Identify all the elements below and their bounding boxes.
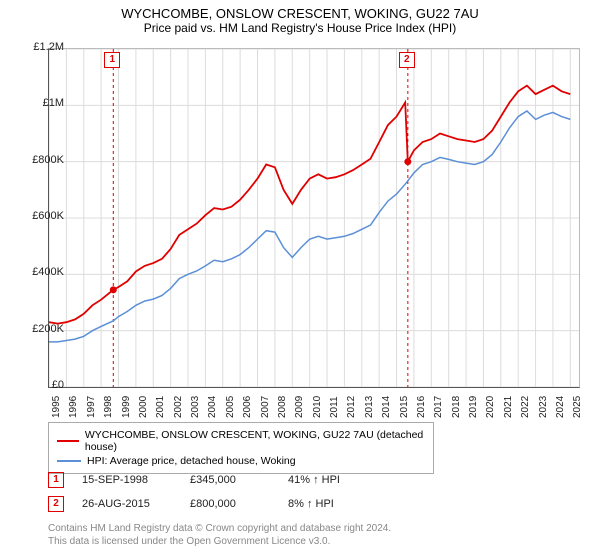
x-tick-label: 2007 xyxy=(260,396,271,418)
y-tick-label: £400K xyxy=(14,266,64,278)
y-tick-label: £1M xyxy=(14,97,64,109)
x-tick-label: 1996 xyxy=(68,396,79,418)
x-tick-label: 1998 xyxy=(103,396,114,418)
legend-swatch-property xyxy=(57,440,79,442)
x-tick-label: 2004 xyxy=(207,396,218,418)
x-tick-label: 1999 xyxy=(121,396,132,418)
chart-container: WYCHCOMBE, ONSLOW CRESCENT, WOKING, GU22… xyxy=(0,0,600,560)
x-tick-label: 2023 xyxy=(538,396,549,418)
sale-row-2: 2 26-AUG-2015 £800,000 8% ↑ HPI xyxy=(48,492,340,516)
x-tick-label: 2010 xyxy=(312,396,323,418)
x-tick-label: 2014 xyxy=(381,396,392,418)
x-tick-label: 2018 xyxy=(451,396,462,418)
chart-title: WYCHCOMBE, ONSLOW CRESCENT, WOKING, GU22… xyxy=(0,0,600,21)
sale-marker-icon: 2 xyxy=(48,496,64,512)
y-tick-label: £800K xyxy=(14,154,64,166)
sale-row-1: 1 15-SEP-1998 £345,000 41% ↑ HPI xyxy=(48,468,340,492)
sale-delta: 8% ↑ HPI xyxy=(288,498,334,510)
y-tick-label: £600K xyxy=(14,210,64,222)
y-tick-label: £200K xyxy=(14,323,64,335)
x-tick-label: 1997 xyxy=(86,396,97,418)
x-tick-label: 2005 xyxy=(225,396,236,418)
chart-svg xyxy=(49,49,579,387)
x-tick-label: 2003 xyxy=(190,396,201,418)
x-tick-label: 2020 xyxy=(485,396,496,418)
legend-item-hpi: HPI: Average price, detached house, Woki… xyxy=(57,454,425,468)
x-tick-label: 2008 xyxy=(277,396,288,418)
y-tick-label: £0 xyxy=(14,379,64,391)
x-tick-label: 2011 xyxy=(329,396,340,418)
chart-subtitle: Price paid vs. HM Land Registry's House … xyxy=(0,21,600,39)
chart-marker-box: 1 xyxy=(104,52,120,68)
x-tick-label: 2016 xyxy=(416,396,427,418)
footnote-line-2: This data is licensed under the Open Gov… xyxy=(48,535,391,548)
x-tick-label: 2017 xyxy=(433,396,444,418)
x-tick-label: 2025 xyxy=(572,396,583,418)
x-tick-label: 2019 xyxy=(468,396,479,418)
legend-label-property: WYCHCOMBE, ONSLOW CRESCENT, WOKING, GU22… xyxy=(85,429,425,453)
footnote-line-1: Contains HM Land Registry data © Crown c… xyxy=(48,522,391,535)
sale-date: 26-AUG-2015 xyxy=(82,498,172,510)
x-tick-label: 2015 xyxy=(399,396,410,418)
x-tick-label: 2022 xyxy=(520,396,531,418)
legend: WYCHCOMBE, ONSLOW CRESCENT, WOKING, GU22… xyxy=(48,422,434,474)
legend-label-hpi: HPI: Average price, detached house, Woki… xyxy=(87,455,296,467)
x-tick-label: 1995 xyxy=(51,396,62,418)
x-tick-label: 2021 xyxy=(503,396,514,418)
x-tick-label: 2012 xyxy=(346,396,357,418)
plot-area xyxy=(48,48,580,388)
sale-delta: 41% ↑ HPI xyxy=(288,474,340,486)
x-tick-label: 2009 xyxy=(294,396,305,418)
footnote: Contains HM Land Registry data © Crown c… xyxy=(48,522,391,548)
x-tick-label: 2024 xyxy=(555,396,566,418)
chart-marker-box: 2 xyxy=(399,52,415,68)
sale-price: £800,000 xyxy=(190,498,270,510)
x-tick-label: 2002 xyxy=(173,396,184,418)
legend-item-property: WYCHCOMBE, ONSLOW CRESCENT, WOKING, GU22… xyxy=(57,428,425,454)
x-tick-label: 2001 xyxy=(155,396,166,418)
sale-price: £345,000 xyxy=(190,474,270,486)
y-tick-label: £1.2M xyxy=(14,41,64,53)
x-tick-label: 2000 xyxy=(138,396,149,418)
sale-table: 1 15-SEP-1998 £345,000 41% ↑ HPI 2 26-AU… xyxy=(48,468,340,516)
legend-swatch-hpi xyxy=(57,460,81,462)
x-tick-label: 2013 xyxy=(364,396,375,418)
x-tick-label: 2006 xyxy=(242,396,253,418)
sale-date: 15-SEP-1998 xyxy=(82,474,172,486)
sale-marker-icon: 1 xyxy=(48,472,64,488)
